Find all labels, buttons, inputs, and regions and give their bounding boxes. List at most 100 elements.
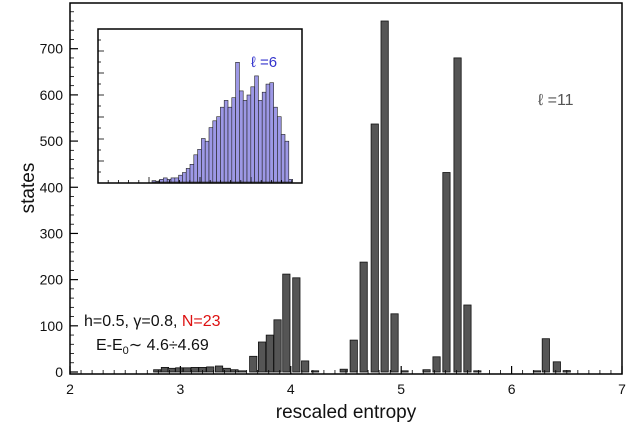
- inset-bar: [182, 172, 187, 183]
- inset-bar: [269, 82, 274, 183]
- inset-bar: [220, 106, 225, 183]
- inset-bar: [242, 100, 248, 183]
- inset-bar: [273, 106, 278, 183]
- inset-bar: [151, 180, 157, 183]
- y-tick-label: 400: [40, 179, 64, 195]
- main-y-tick-labels: 0 100 200 300 400 500 600 700: [40, 41, 64, 380]
- bar: [301, 360, 310, 373]
- bar: [432, 356, 441, 373]
- inset-bar: [193, 154, 198, 183]
- inset-bar: [284, 140, 290, 183]
- x-tick-label: 5: [397, 381, 405, 397]
- inset-bar: [231, 97, 236, 183]
- inset-bar: [208, 127, 214, 183]
- inset-bar: [277, 116, 282, 183]
- main-bars: [153, 20, 571, 373]
- y-tick-label: 500: [40, 133, 64, 149]
- bar: [190, 366, 199, 373]
- x-tick-label: 3: [177, 381, 185, 397]
- bar: [238, 370, 247, 373]
- bar: [249, 355, 258, 373]
- inset-bar: [288, 179, 293, 183]
- y-axis-label: states: [18, 163, 39, 214]
- main-x-ticks: [69, 366, 623, 374]
- bar: [214, 365, 224, 373]
- bar: [463, 304, 472, 373]
- inset-bar: [223, 100, 229, 183]
- inset-ticks: [97, 28, 303, 184]
- bar: [359, 261, 368, 373]
- ell-11-label: ℓ =11: [538, 92, 574, 109]
- inset-bar: [212, 120, 217, 183]
- x-axis-label: rescaled entropy: [276, 402, 417, 423]
- bar: [257, 341, 267, 373]
- main-y-ticks: [70, 11, 78, 373]
- inset-bar: [197, 149, 202, 183]
- energy-range-text: ∼ 4.6÷4.69: [129, 337, 209, 354]
- energy-subscript: 0: [123, 345, 129, 357]
- inset-bar: [261, 91, 267, 183]
- inset-bars: [151, 61, 293, 183]
- inset-bar: [235, 61, 240, 183]
- bar: [292, 277, 301, 373]
- inset-bar: [189, 164, 195, 183]
- bar: [265, 334, 274, 373]
- bar: [175, 367, 184, 373]
- inset-bar: [178, 174, 183, 183]
- inset-bar: [216, 116, 221, 183]
- bar: [541, 338, 550, 373]
- y-tick-label: 200: [40, 272, 64, 288]
- x-tick-label: 6: [508, 381, 516, 397]
- y-tick-label: 0: [55, 364, 63, 380]
- x-tick-label: 4: [287, 381, 295, 397]
- bar: [230, 369, 239, 373]
- x-tick-label: 7: [618, 381, 626, 397]
- ell-6-label: ℓ =6: [251, 54, 277, 71]
- main-x-tick-labels: 2 3 4 5 6 7: [66, 381, 626, 397]
- bar: [167, 367, 176, 373]
- y-tick-label: 100: [40, 318, 64, 334]
- bar: [182, 367, 192, 373]
- bar: [206, 366, 215, 373]
- inset-bar: [265, 83, 271, 183]
- bar: [339, 368, 348, 373]
- bar: [473, 370, 482, 373]
- inset-bar: [250, 86, 255, 183]
- inset-bar: [185, 168, 191, 183]
- inset-bar: [201, 138, 206, 183]
- inset-bar: [163, 177, 168, 183]
- bar: [390, 313, 399, 373]
- bar: [453, 57, 462, 373]
- y-tick-label: 600: [40, 87, 64, 103]
- bar: [552, 361, 561, 373]
- bar: [380, 20, 389, 373]
- y-tick-label: 300: [40, 225, 64, 241]
- bar: [349, 339, 358, 373]
- inset-bar: [174, 177, 179, 183]
- bar: [153, 369, 162, 373]
- energy-window-annotation: E-E0∼ 4.6÷4.69: [96, 337, 209, 357]
- inset-bar: [246, 94, 252, 183]
- parameters-text: h=0.5, γ=0.8,: [84, 313, 182, 330]
- inset-bar: [170, 177, 176, 183]
- inset-bar: [159, 179, 164, 183]
- parameters-annotation: h=0.5, γ=0.8, N=23: [84, 313, 221, 330]
- x-tick-label: 2: [66, 381, 74, 397]
- inset-bar: [254, 75, 259, 183]
- energy-text: E-E: [96, 337, 123, 354]
- bar: [282, 273, 291, 373]
- bar: [400, 370, 409, 373]
- inset-bar: [280, 134, 286, 183]
- bar: [273, 319, 282, 373]
- inset-bar: [227, 106, 233, 183]
- bar: [422, 369, 431, 373]
- inset-bar: [258, 100, 263, 183]
- y-tick-label: 700: [40, 41, 64, 57]
- bar: [532, 370, 541, 373]
- n-value-text: N=23: [182, 313, 221, 330]
- inset-bar: [239, 90, 244, 183]
- bar: [370, 123, 379, 373]
- bar: [310, 370, 320, 373]
- bar: [442, 172, 451, 373]
